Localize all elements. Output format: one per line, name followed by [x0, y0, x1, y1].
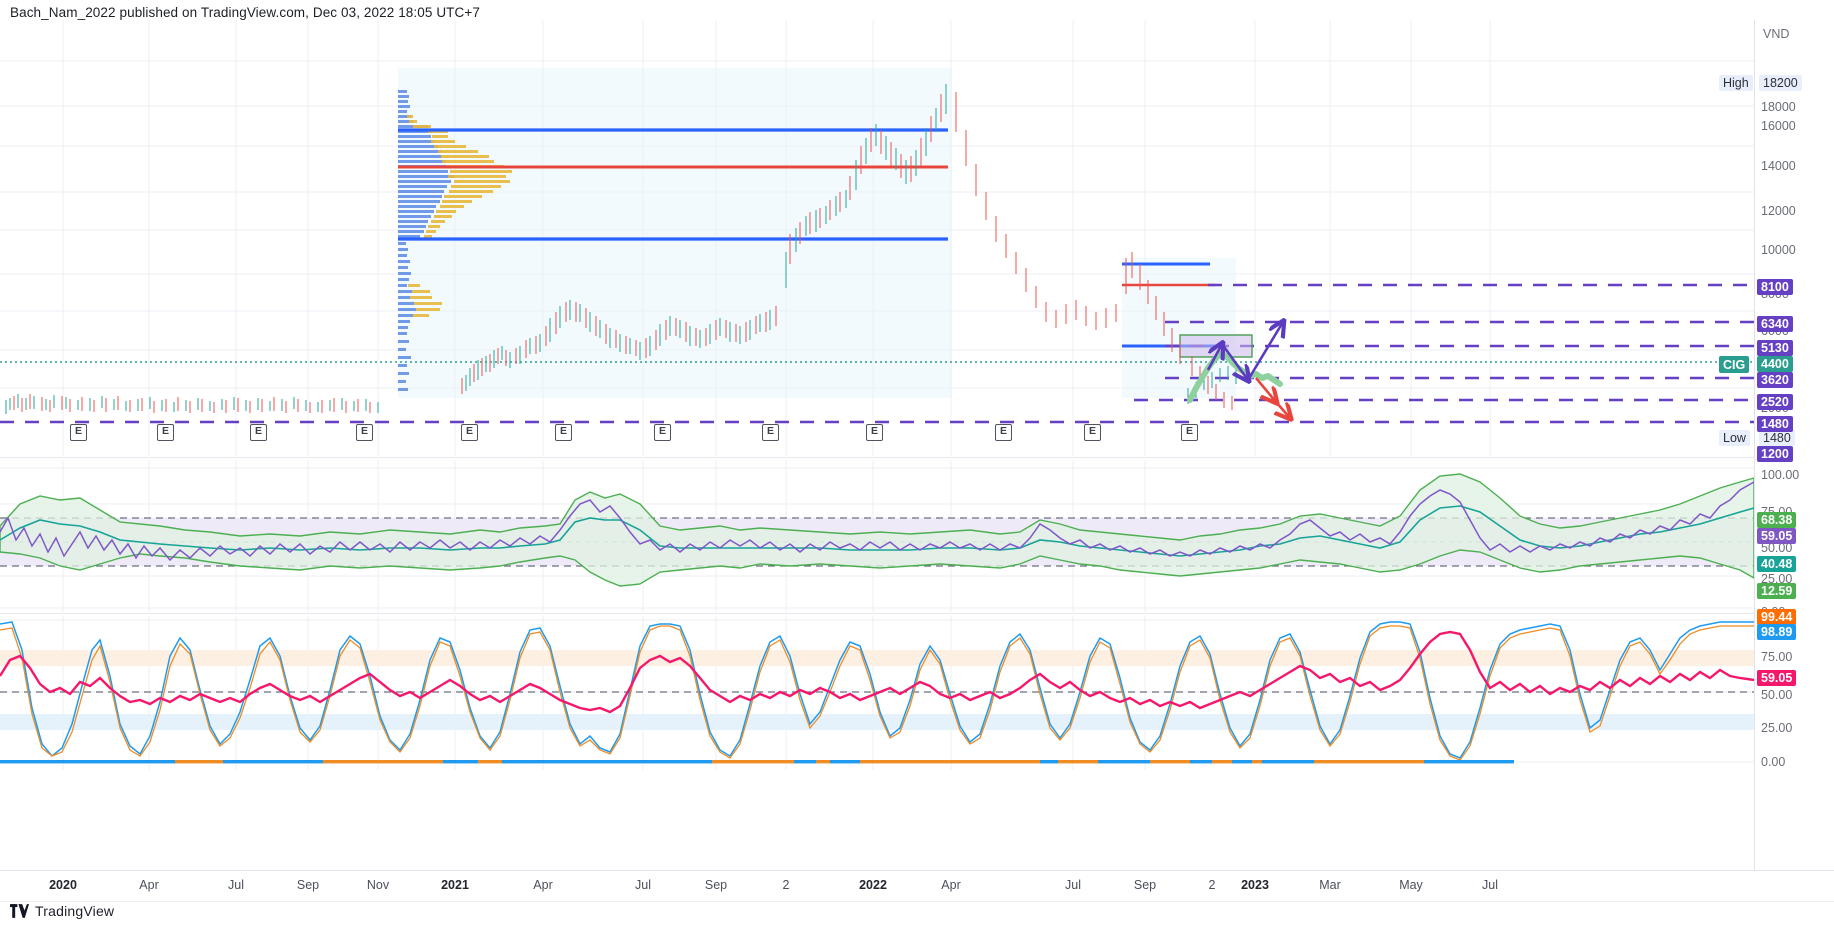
price-level-badge-2520[interactable]: 2520 [1757, 394, 1793, 410]
osc-badge-slow[interactable]: 98.89 [1757, 624, 1797, 640]
earnings-marker[interactable]: E [70, 424, 87, 441]
time-axis-label: Apr [139, 878, 159, 892]
osc-axis-tick: 0.00 [1761, 755, 1786, 769]
price-level-badge-3620[interactable]: 3620 [1757, 372, 1793, 388]
earnings-marker[interactable]: E [461, 424, 478, 441]
osc-badge-signal[interactable]: 59.05 [1757, 670, 1797, 686]
mid-badge-upper[interactable]: 68.38 [1757, 512, 1797, 528]
oscillator-canvas [0, 616, 1755, 770]
time-axis-label: 2 [782, 878, 790, 892]
osc-badge-fast[interactable]: 99.44 [1757, 609, 1797, 625]
osc-axis-tick: 25.00 [1761, 721, 1793, 735]
earnings-marker[interactable]: E [250, 424, 267, 441]
time-axis-label: Sep [296, 878, 320, 892]
projection-arrow-purple[interactable] [1206, 322, 1283, 380]
time-axis-label: Sep [704, 878, 728, 892]
time-axis-label: Apr [533, 878, 553, 892]
axis-unit: VND [1763, 27, 1790, 41]
time-axis[interactable]: 2020 Apr Jul Sep Nov 2021 Apr Jul Sep 2 2022 Apr Jul… [0, 870, 1834, 902]
osc-axis-tick: 50.00 [1761, 688, 1793, 702]
price-pane-canvas [0, 20, 1754, 456]
time-axis-label: Jul [1482, 878, 1498, 892]
time-axis-label: Jul [228, 878, 244, 892]
pane-separator-2 [0, 613, 1754, 614]
time-axis-label: Jul [1065, 878, 1081, 892]
mid-axis-tick: 100.00 [1761, 468, 1800, 482]
indicator-bands-canvas [0, 460, 1755, 612]
footer: TradingView [10, 903, 114, 919]
earnings-marker[interactable]: E [1181, 424, 1198, 441]
time-axis-label: 2020 [49, 878, 77, 892]
time-axis-label: Mar [1319, 878, 1341, 892]
time-axis-label: 2021 [441, 878, 469, 892]
time-axis-label: Apr [941, 878, 961, 892]
oscillator-pane[interactable] [0, 616, 1755, 770]
earnings-marker[interactable]: E [995, 424, 1012, 441]
time-axis-label: May [1399, 878, 1423, 892]
earnings-marker[interactable]: E [356, 424, 373, 441]
time-axis-label: Sep [1133, 878, 1157, 892]
time-axis-label: 2 [1208, 878, 1216, 892]
recent-region-highlight [1122, 258, 1236, 398]
mid-badge-extra[interactable]: 12.59 [1757, 583, 1797, 599]
oscillator-slow-line [0, 625, 1754, 761]
mid-axis-tick: 25.00 [1761, 572, 1793, 586]
tradingview-logo-icon [10, 904, 29, 918]
low-marker-label: Low [1719, 430, 1750, 446]
osc-axis-tick: 75.00 [1761, 650, 1793, 664]
oversold-zone [0, 714, 1754, 730]
price-level-lines[interactable] [0, 283, 1754, 424]
axis-tick: 18000 [1761, 100, 1796, 114]
time-axis-label: 2022 [859, 878, 887, 892]
overbought-zone [0, 650, 1754, 666]
indicator-bands-pane[interactable] [0, 460, 1755, 612]
bands-signal-line [0, 481, 1755, 562]
oscillator-signal-line [0, 630, 1755, 714]
earnings-marker[interactable]: E [1084, 424, 1101, 441]
price-axis[interactable]: VND 18000 16000 14000 12000 10000 8000 6… [1719, 20, 1834, 870]
candlestick-series [5, 84, 1237, 414]
pane-separator-1 [0, 457, 1754, 458]
tradingview-brand: TradingView [35, 903, 115, 919]
axis-tick: 14000 [1761, 159, 1796, 173]
price-level-badge-8100[interactable]: 8100 [1757, 279, 1793, 295]
high-marker-value: 18200 [1759, 75, 1802, 91]
last-price-badge[interactable]: 4400 [1757, 356, 1793, 372]
axis-tick: 16000 [1761, 119, 1796, 133]
time-axis-label: 2023 [1241, 878, 1269, 892]
time-axis-label: Nov [366, 878, 390, 892]
earnings-marker[interactable]: E [654, 424, 671, 441]
oscillator-baseline-strip [0, 760, 1514, 764]
mid-axis-tick: 50.00 [1761, 541, 1793, 555]
earnings-marker[interactable]: E [157, 424, 174, 441]
high-marker-label: High [1719, 75, 1753, 91]
publish-line: Bach_Nam_2022 published on TradingView.c… [10, 5, 480, 20]
price-level-badge-5130[interactable]: 5130 [1757, 340, 1793, 356]
mid-badge-middle[interactable]: 59.05 [1757, 528, 1797, 544]
earnings-marker[interactable]: E [555, 424, 572, 441]
earnings-marker[interactable]: E [866, 424, 883, 441]
volume-profile-region [398, 68, 952, 398]
price-level-badge-1200[interactable]: 1200 [1757, 446, 1793, 462]
low-marker-value: 1480 [1759, 430, 1795, 446]
time-axis-label: Jul [635, 878, 651, 892]
axis-tick: 12000 [1761, 204, 1796, 218]
price-level-badge-1480[interactable]: 1480 [1757, 416, 1793, 432]
earnings-marker[interactable]: E [762, 424, 779, 441]
symbol-tag-badge[interactable]: CIG [1719, 356, 1750, 373]
price-level-badge-6340[interactable]: 6340 [1757, 316, 1793, 332]
projection-arrow-red[interactable] [1255, 377, 1290, 418]
oscillator-fast-line [0, 621, 1754, 759]
mid-badge-lower[interactable]: 40.48 [1757, 556, 1797, 572]
axis-tick: 10000 [1761, 243, 1796, 257]
